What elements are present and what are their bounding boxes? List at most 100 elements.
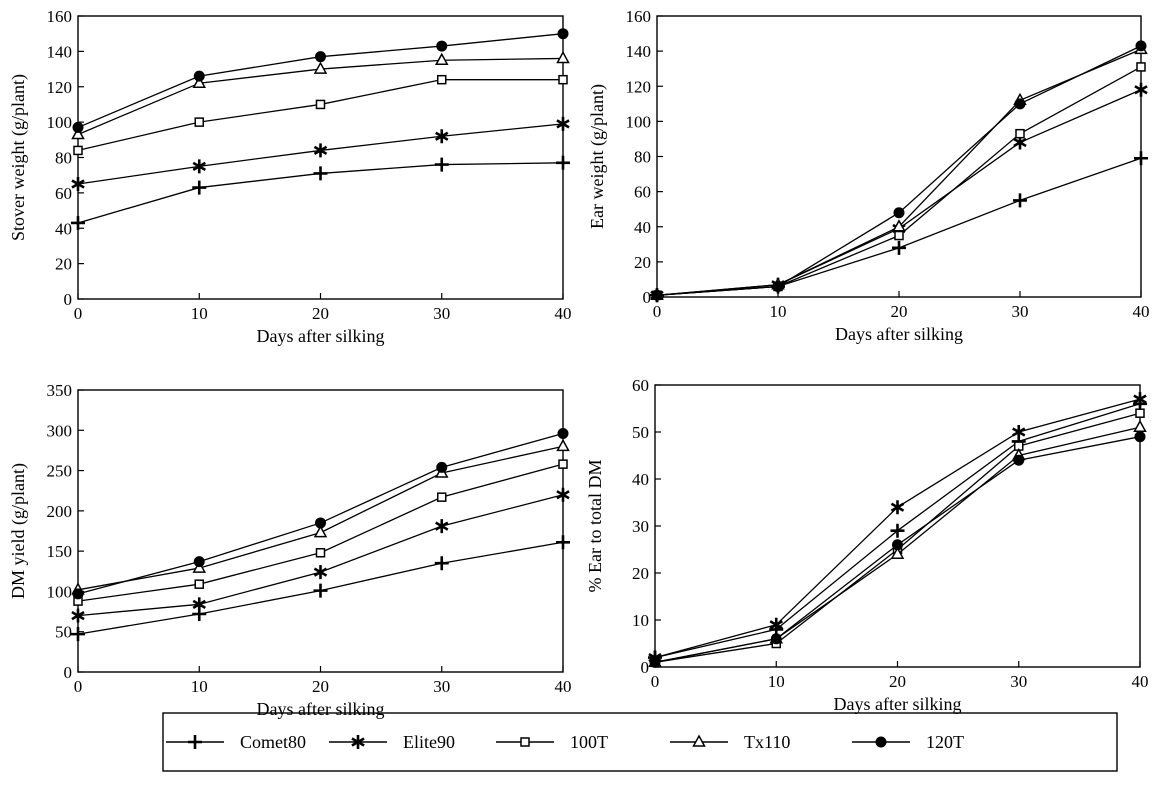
x-tick-label: 0 <box>74 304 83 323</box>
series-line-elite90 <box>656 89 1142 296</box>
chart-panel-3: 0 50 100 150 200 250 300 350 0 10 20 30 40 Days after… <box>8 381 572 719</box>
data-point-100t-square-marker <box>315 548 326 558</box>
data-point-120t-circle-marker <box>770 633 782 645</box>
plot-frame <box>656 15 1142 298</box>
data-point-120t-circle-marker <box>193 556 205 568</box>
y-tick-label: 40 <box>634 218 651 237</box>
x-axis-title: Days after silking <box>257 326 385 346</box>
y-tick-label: 100 <box>626 112 652 131</box>
x-axis-title: Days after silking <box>835 324 963 344</box>
x-tick-label: 20 <box>891 302 908 321</box>
y-tick-label: 20 <box>632 564 649 583</box>
y-tick-label: 0 <box>64 663 73 682</box>
y-tick-label: 300 <box>47 421 73 440</box>
series-elite90 <box>71 487 570 623</box>
data-point-elite90-star-marker <box>1133 392 1147 407</box>
x-tick-label: 0 <box>651 672 660 691</box>
y-axis-title: Stover weight (g/plant) <box>8 74 29 241</box>
y-tick-label: 140 <box>626 42 652 61</box>
x-tick-label: 0 <box>653 302 662 321</box>
chart-panel-4: 0 10 20 30 40 50 60 0 10 20 30 40 Days after silking… <box>585 376 1149 714</box>
data-point-elite90-star-marker <box>890 500 905 515</box>
y-tick-label: 100 <box>47 582 73 601</box>
data-point-elite90-star-marker <box>192 597 206 612</box>
x-tick-label: 30 <box>1012 302 1029 321</box>
data-point-comet80-plus-marker <box>892 240 906 255</box>
y-tick-label: 60 <box>55 184 72 203</box>
data-point-tx110-triangle-marker <box>71 126 85 140</box>
y-tick-label: 60 <box>634 183 651 202</box>
data-point-100t-square-marker <box>194 117 204 127</box>
y-tick-label: 120 <box>626 77 652 96</box>
y-axis-title: % Ear to total DM <box>585 460 605 593</box>
x-tick-label: 10 <box>191 677 208 696</box>
data-point-120t-circle-marker <box>315 517 326 529</box>
data-point-elite90-star-marker <box>192 159 206 174</box>
data-point-100t-square-marker <box>73 145 83 156</box>
y-tick-label: 120 <box>47 78 73 97</box>
data-point-100t-square-marker <box>194 579 204 589</box>
y-tick-label: 60 <box>632 376 649 395</box>
data-point-120t-circle-marker <box>315 51 326 63</box>
data-point-tx110-triangle-marker <box>556 50 570 64</box>
y-tick-label: 30 <box>632 517 649 536</box>
y-tick-label: 40 <box>632 470 649 489</box>
data-point-tx110-triangle-marker <box>313 525 328 538</box>
legend-label: 120T <box>926 732 964 752</box>
data-point-tx110-triangle-marker <box>434 52 449 65</box>
y-tick-label: 0 <box>643 288 652 307</box>
data-point-elite90-star-marker <box>435 519 449 534</box>
data-point-120t-circle-marker <box>1135 40 1147 52</box>
data-point-120t-circle-marker <box>1013 454 1025 466</box>
series-120t <box>649 431 1146 668</box>
y-tick-label: 50 <box>632 423 649 442</box>
series-100t <box>652 62 1146 300</box>
data-point-120t-circle-marker <box>72 121 84 133</box>
x-tick-label: 20 <box>312 677 329 696</box>
y-tick-label: 0 <box>64 290 73 309</box>
data-point-elite90-star-marker <box>1012 425 1026 439</box>
legend-box <box>162 712 1118 772</box>
series-100t <box>650 408 1145 668</box>
series-elite90 <box>650 82 1148 303</box>
data-point-comet80-plus-marker <box>71 215 85 230</box>
data-point-tx110-triangle-marker <box>1133 419 1147 433</box>
y-axis-title: Ear weight (g/plant) <box>587 84 608 229</box>
x-tick-label: 20 <box>312 304 329 323</box>
y-tick-label: 80 <box>634 148 651 167</box>
data-point-120t-circle-marker <box>72 588 84 600</box>
data-point-120t-circle-marker <box>557 28 569 40</box>
data-point-comet80-plus-marker <box>71 627 85 642</box>
y-tick-label: 250 <box>47 462 73 481</box>
y-tick-label: 80 <box>55 149 72 168</box>
data-point-100t-square-marker <box>1136 62 1146 72</box>
data-point-comet80-plus-marker <box>192 180 207 195</box>
legend-item-comet80: Comet80 <box>166 732 306 752</box>
x-axis-title: Days after silking <box>834 694 962 714</box>
x-tick-label: 20 <box>889 672 906 691</box>
data-point-100t-square-marker <box>558 459 568 469</box>
data-point-comet80-plus-marker <box>313 166 328 181</box>
series-tx110 <box>650 41 1148 300</box>
data-point-120t-circle-marker <box>193 70 205 82</box>
series-line-100t <box>656 66 1142 296</box>
y-tick-label: 40 <box>55 219 72 238</box>
data-point-120t-circle-marker <box>893 207 905 219</box>
x-tick-label: 40 <box>555 677 572 696</box>
data-point-100t-square-marker <box>315 99 326 110</box>
data-point-120t-circle-marker <box>772 280 784 292</box>
series-line-120t <box>77 33 564 129</box>
y-tick-label: 50 <box>55 623 72 642</box>
y-tick-label: 10 <box>632 611 649 630</box>
x-tick-label: 10 <box>191 304 208 323</box>
data-point-elite90-star-marker <box>556 116 570 131</box>
y-tick-label: 150 <box>47 542 73 561</box>
x-tick-label: 0 <box>74 677 83 696</box>
x-tick-label: 30 <box>1010 672 1027 691</box>
legend-label: 100T <box>570 732 608 752</box>
data-point-elite90-star-marker <box>313 143 328 158</box>
data-point-120t-circle-marker <box>557 428 569 440</box>
data-point-100t-square-marker <box>894 230 904 241</box>
y-tick-label: 100 <box>47 113 73 132</box>
